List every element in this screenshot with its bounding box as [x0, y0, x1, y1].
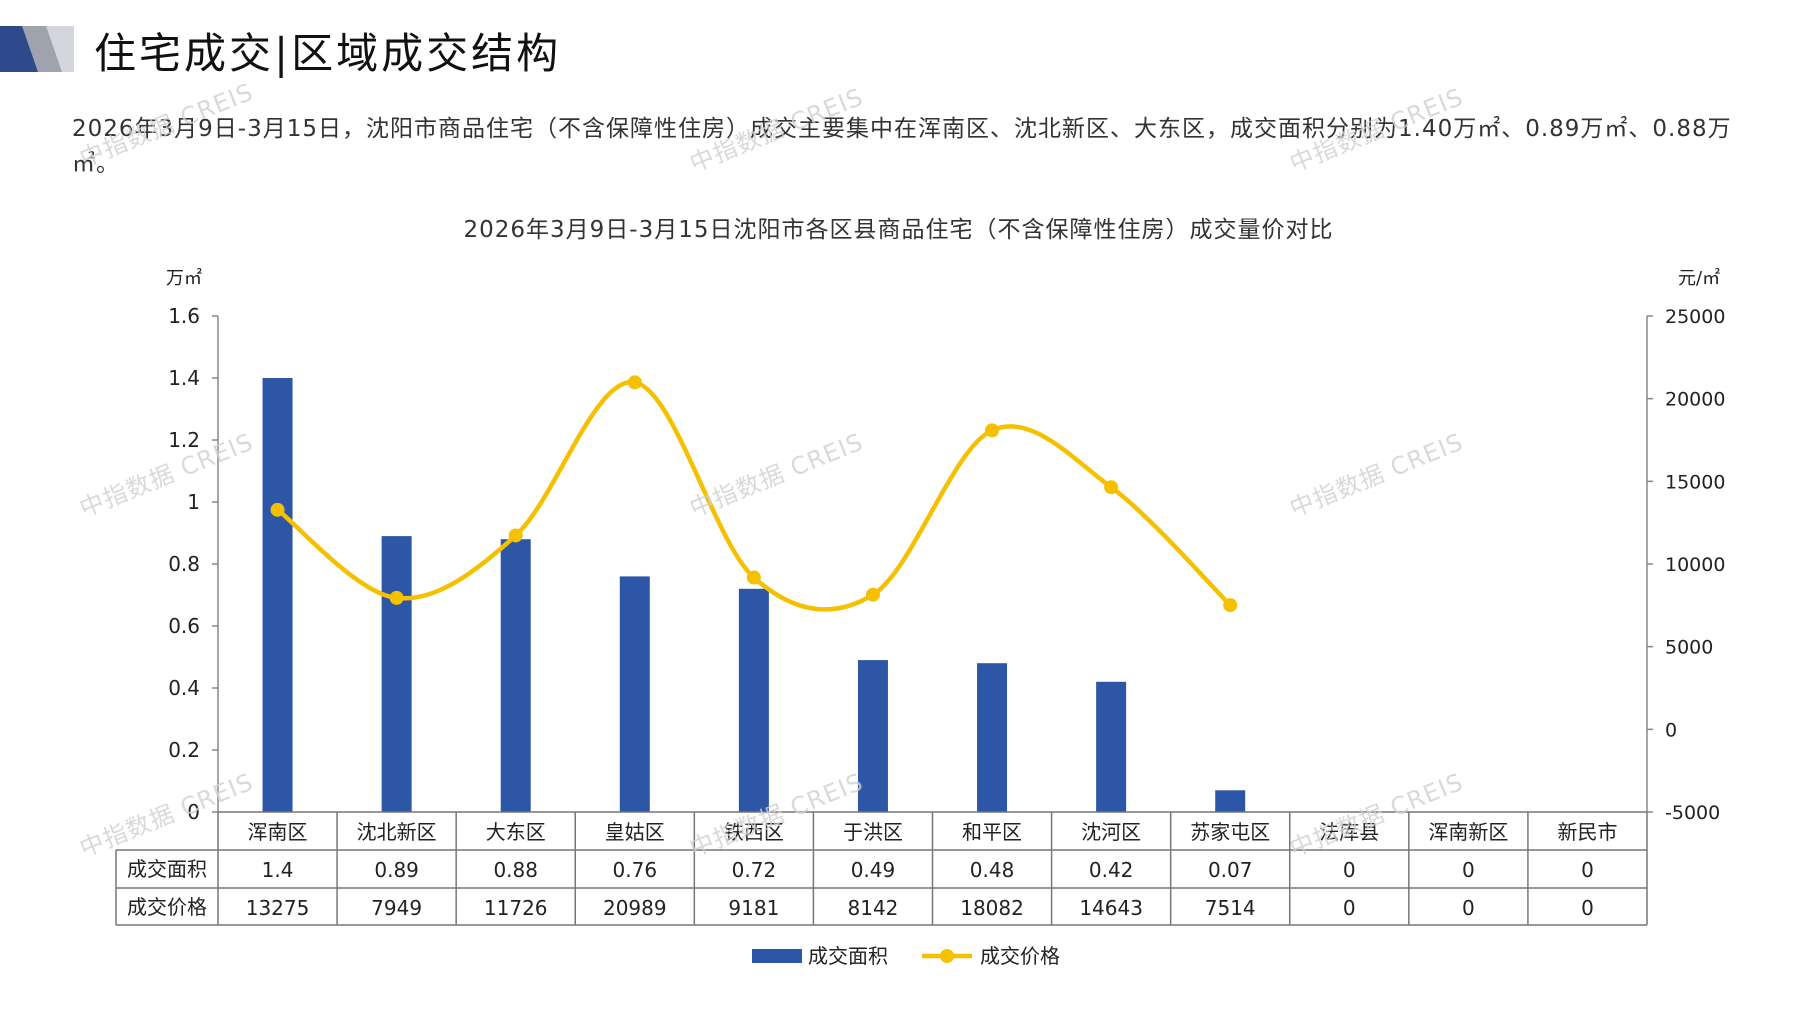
table-cell-price: 0 [1581, 896, 1594, 920]
price-point-于洪区 [865, 587, 880, 602]
right-tick-label: 0 [1665, 719, 1677, 741]
price-point-皇姑区 [627, 375, 642, 390]
table-category-label: 苏家屯区 [1190, 820, 1270, 844]
left-tick-label: 0 [187, 800, 200, 824]
bar-大东区 [500, 539, 531, 812]
right-tick-label: 20000 [1665, 389, 1725, 411]
table-category-label: 于洪区 [843, 820, 903, 844]
left-tick-label: 0.6 [168, 614, 200, 638]
table-cell-price: 7949 [371, 896, 422, 920]
table-cell-price: 14643 [1079, 896, 1143, 920]
price-point-苏家屯区 [1223, 598, 1238, 613]
table-category-label: 新民市 [1557, 820, 1617, 844]
chart-title: 2026年3月9日-3月15日沈阳市各区县商品住宅（不含保障性住房）成交量价对比 [463, 217, 1334, 243]
right-tick-label: -5000 [1665, 802, 1720, 824]
legend-line-label: 成交价格 [980, 944, 1060, 968]
table-cell-price: 0 [1462, 896, 1475, 920]
bar-皇姑区 [619, 576, 650, 812]
legend-line-marker [940, 949, 954, 963]
bar-铁西区 [738, 588, 769, 812]
bar-苏家屯区 [1215, 790, 1246, 812]
bar-浑南区 [262, 378, 293, 812]
price-point-大东区 [508, 528, 523, 543]
table-cell-price: 9181 [728, 896, 779, 920]
right-axis-unit: 元/㎡ [1678, 267, 1720, 289]
table-cell-price: 18082 [960, 896, 1024, 920]
table-cell-area: 0.48 [970, 858, 1015, 882]
table-category-label: 浑南新区 [1428, 820, 1508, 844]
table-cell-price: 0 [1343, 896, 1356, 920]
summary-text: 2026年3月9日-3月15日，沈阳市商品住宅（不含保障性住房）成交主要集中在浑… [72, 116, 1732, 177]
right-tick-label: 25000 [1665, 306, 1725, 328]
left-tick-label: 1.2 [168, 428, 200, 452]
left-tick-label: 1 [187, 490, 200, 514]
bar-于洪区 [857, 660, 888, 812]
legend-bar-swatch [752, 949, 802, 963]
table-category-label: 大东区 [486, 820, 546, 844]
left-tick-label: 0.2 [168, 738, 200, 762]
table-cell-area: 0.07 [1208, 858, 1253, 882]
table-row-header: 成交价格 [127, 895, 207, 919]
right-tick-label: 10000 [1665, 554, 1725, 576]
table-cell-price: 20989 [603, 896, 667, 920]
right-tick-label: 5000 [1665, 637, 1713, 659]
page-title: 住宅成交|区域成交结构 [94, 29, 562, 78]
table-row-header: 成交面积 [127, 857, 207, 881]
table-category-label: 沈河区 [1081, 820, 1141, 844]
table-cell-area: 1.4 [262, 858, 294, 882]
table-cell-area: 0.76 [613, 858, 658, 882]
bar-沈河区 [1096, 681, 1127, 812]
left-tick-label: 1.4 [168, 366, 200, 390]
price-point-浑南区 [270, 502, 285, 517]
table-cell-area: 0.72 [732, 858, 777, 882]
table-category-label: 和平区 [962, 820, 1022, 844]
legend-bar-label: 成交面积 [808, 944, 888, 968]
table-cell-area: 0.89 [374, 858, 419, 882]
header-decoration [0, 26, 74, 72]
table-category-label: 沈北新区 [357, 820, 437, 844]
table-cell-area: 0.49 [851, 858, 896, 882]
left-tick-label: 0.4 [168, 676, 200, 700]
table-category-label: 浑南区 [248, 820, 308, 844]
bar-沈北新区 [381, 536, 412, 812]
table-cell-price: 8142 [848, 896, 899, 920]
table-category-label: 皇姑区 [605, 820, 665, 844]
table-cell-price: 7514 [1205, 896, 1256, 920]
price-point-和平区 [985, 423, 1000, 438]
price-point-沈河区 [1104, 480, 1119, 495]
left-axis-unit: 万㎡ [166, 267, 202, 289]
table-cell-price: 13275 [246, 896, 310, 920]
table-cell-area: 0 [1581, 858, 1594, 882]
table-cell-area: 0 [1343, 858, 1356, 882]
table-cell-area: 0.42 [1089, 858, 1134, 882]
left-tick-label: 1.6 [168, 304, 200, 328]
price-point-沈北新区 [389, 590, 404, 605]
table-cell-price: 11726 [484, 896, 548, 920]
left-tick-label: 0.8 [168, 552, 200, 576]
table-cell-area: 0.88 [493, 858, 538, 882]
right-tick-label: 15000 [1665, 471, 1725, 493]
bar-和平区 [977, 663, 1008, 812]
table-cell-area: 0 [1462, 858, 1475, 882]
table-category-label: 法库县 [1319, 820, 1379, 844]
table-category-label: 铁西区 [724, 820, 784, 844]
price-point-铁西区 [746, 570, 761, 585]
